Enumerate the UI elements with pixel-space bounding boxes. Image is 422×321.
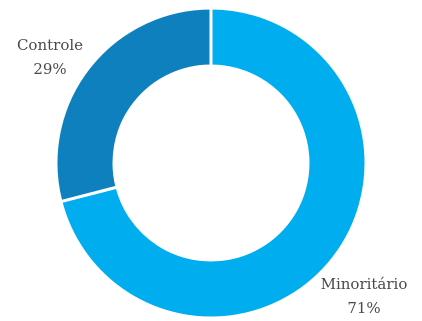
donut-slices — [54, 6, 368, 320]
label-minoritario-name: Minoritário — [321, 275, 408, 293]
label-minoritario: Minoritário 71% — [321, 275, 408, 317]
slice-minoritario — [59, 6, 368, 320]
label-minoritario-percent: 71% — [347, 299, 380, 317]
slice-controle — [54, 6, 213, 204]
label-controle-name: Controle — [17, 36, 83, 54]
label-controle-percent: 29% — [33, 60, 66, 78]
label-controle: Controle 29% — [17, 36, 83, 78]
